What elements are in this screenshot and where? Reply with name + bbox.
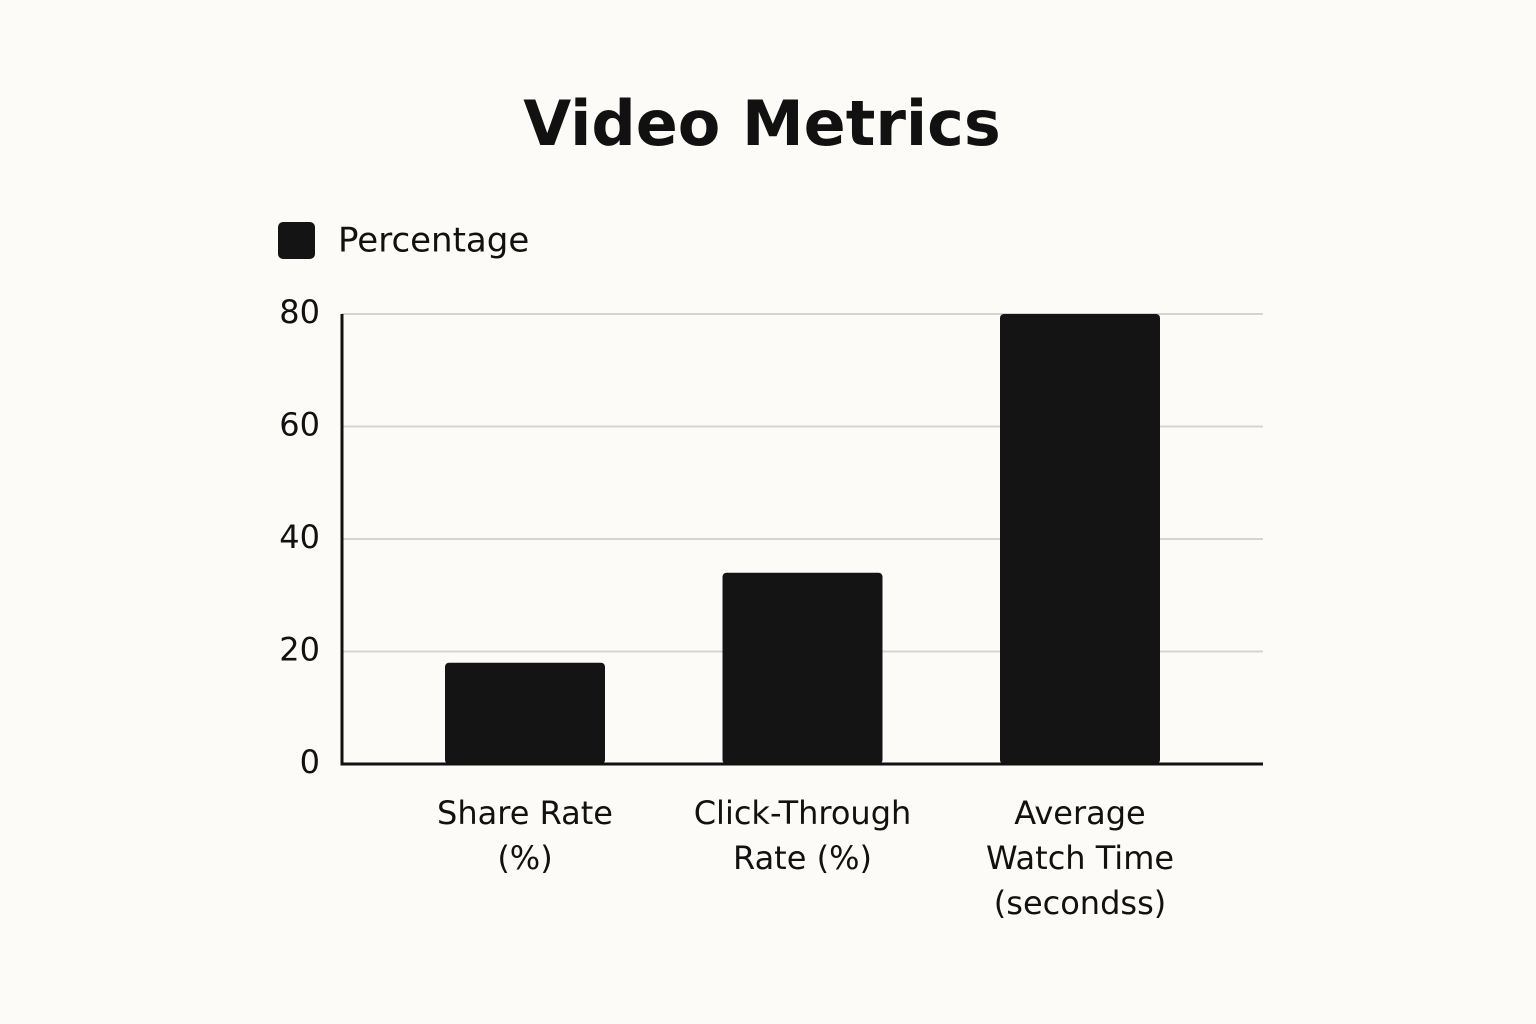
y-tick-label: 80 xyxy=(279,293,320,331)
bar xyxy=(722,572,883,764)
y-tick-label: 0 xyxy=(300,743,320,781)
bar xyxy=(445,662,605,764)
x-tick-label: Average Watch Time (secondss) xyxy=(986,794,1174,922)
y-tick-label: 20 xyxy=(279,631,320,669)
y-tick-label: 60 xyxy=(279,406,320,444)
legend-swatch xyxy=(278,222,315,259)
x-tick-label: Click-Through Rate (%) xyxy=(694,794,912,877)
bar xyxy=(1000,314,1160,764)
x-tick-label: Share Rate (%) xyxy=(437,794,613,877)
legend-label: Percentage xyxy=(338,221,529,261)
chart-title: Video Metrics xyxy=(523,87,1001,160)
y-tick-label: 40 xyxy=(279,518,320,556)
